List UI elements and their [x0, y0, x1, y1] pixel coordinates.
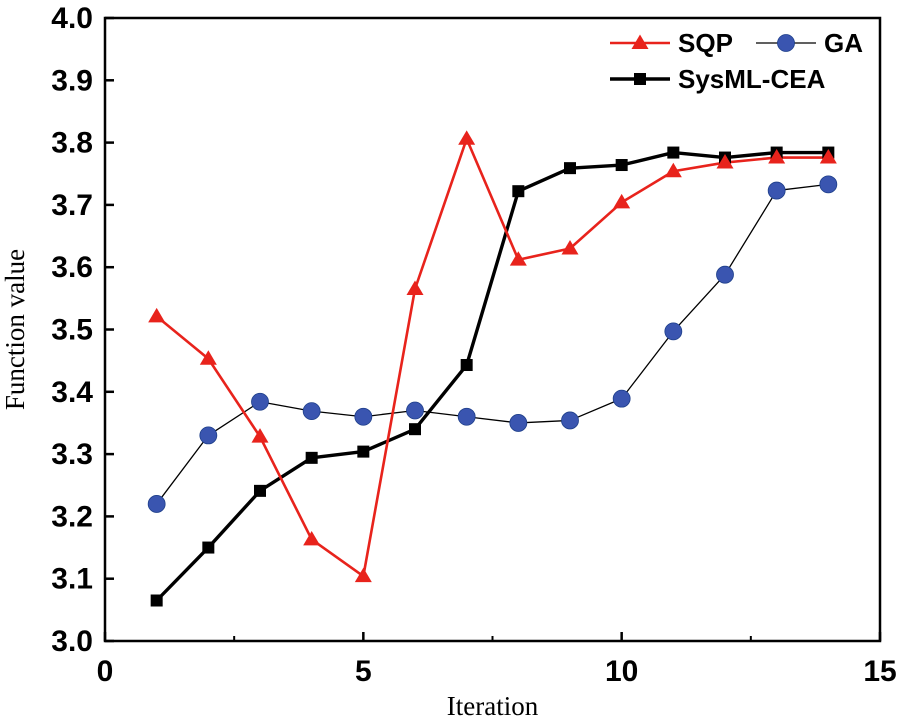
data-point-sysml-cea — [615, 159, 628, 172]
data-point-sysml-cea — [409, 423, 421, 436]
y-tick-label: 3.5 — [51, 314, 93, 347]
data-point-ga — [561, 411, 579, 430]
legend: SQP GA SysML-CEA — [610, 28, 863, 94]
data-point-sqp — [303, 530, 321, 546]
y-tick-label: 3.6 — [51, 251, 93, 284]
data-point-sqp — [199, 350, 217, 365]
data-point-ga — [251, 392, 269, 411]
series-line-sqp — [155, 137, 829, 578]
data-point-sqp — [148, 307, 166, 323]
data-point-sysml-cea — [305, 451, 318, 464]
y-tick-label: 3.0 — [51, 625, 93, 658]
y-tick-label: 3.9 — [51, 64, 93, 97]
data-point-sysml-cea — [254, 484, 266, 497]
legend-ga-marker — [777, 34, 795, 52]
legend-sqp-label: SQP — [678, 28, 733, 58]
data-point-ga — [302, 402, 321, 421]
axis-tick-labels: 0 5 10 15 3.0 3.1 3.2 3.3 3.4 3.5 3.6 3.7 3.8 3.9 4.0 — [51, 2, 896, 688]
series-line-sysml-cea — [155, 150, 829, 602]
axis-ticks — [103, 16, 882, 643]
data-point-sqp — [354, 567, 372, 583]
y-tick-label: 3.7 — [51, 189, 93, 222]
series-lines — [155, 137, 829, 602]
y-axis-title: Function value — [0, 249, 30, 410]
data-point-sysml-cea — [150, 594, 163, 607]
data-point-ga — [819, 175, 838, 194]
data-point-sysml-cea — [202, 541, 215, 554]
data-point-sqp — [664, 162, 682, 178]
data-point-ga — [199, 426, 218, 445]
x-tick-label: 5 — [355, 655, 372, 688]
data-point-sysml-cea — [460, 359, 473, 372]
series-markers — [147, 130, 838, 607]
y-tick-label: 4.0 — [51, 2, 93, 35]
data-point-ga — [354, 407, 373, 426]
y-tick-label: 3.8 — [51, 127, 93, 160]
data-point-sqp — [768, 149, 786, 164]
series-line-ga — [156, 183, 829, 505]
data-point-ga — [457, 407, 476, 426]
x-axis-title: Iteration — [447, 691, 539, 721]
legend-sysml-cea-label: SysML-CEA — [678, 64, 826, 94]
plot-area-frame — [103, 16, 882, 643]
data-point-sqp — [561, 240, 579, 255]
data-point-sqp — [458, 130, 476, 145]
data-point-ga — [767, 181, 786, 200]
data-point-ga — [147, 495, 166, 513]
data-point-ga — [612, 389, 631, 408]
data-point-sysml-cea — [357, 445, 370, 458]
data-point-sqp — [251, 428, 269, 443]
data-point-sqp — [716, 154, 734, 169]
data-point-sqp — [406, 280, 424, 295]
data-point-ga — [509, 414, 528, 432]
legend-ga-label: GA — [824, 28, 863, 58]
x-tick-label: 0 — [97, 655, 114, 688]
data-point-sysml-cea — [512, 185, 525, 198]
x-tick-label: 10 — [605, 655, 638, 688]
data-point-sysml-cea — [564, 162, 576, 175]
data-point-sysml-cea — [667, 146, 680, 159]
data-point-sqp — [509, 251, 527, 266]
y-tick-label: 3.3 — [51, 438, 93, 471]
y-tick-label: 3.1 — [51, 563, 93, 596]
y-tick-label: 3.4 — [51, 376, 93, 409]
x-tick-label: 15 — [863, 655, 896, 688]
data-point-ga — [716, 265, 734, 284]
data-point-sqp — [613, 193, 631, 209]
legend-sysml-cea-marker — [634, 73, 646, 85]
data-point-ga — [664, 322, 683, 341]
y-tick-label: 3.2 — [51, 500, 93, 533]
data-point-sqp — [819, 149, 837, 164]
legend-sqp-marker — [631, 34, 649, 49]
data-point-ga — [406, 401, 424, 420]
